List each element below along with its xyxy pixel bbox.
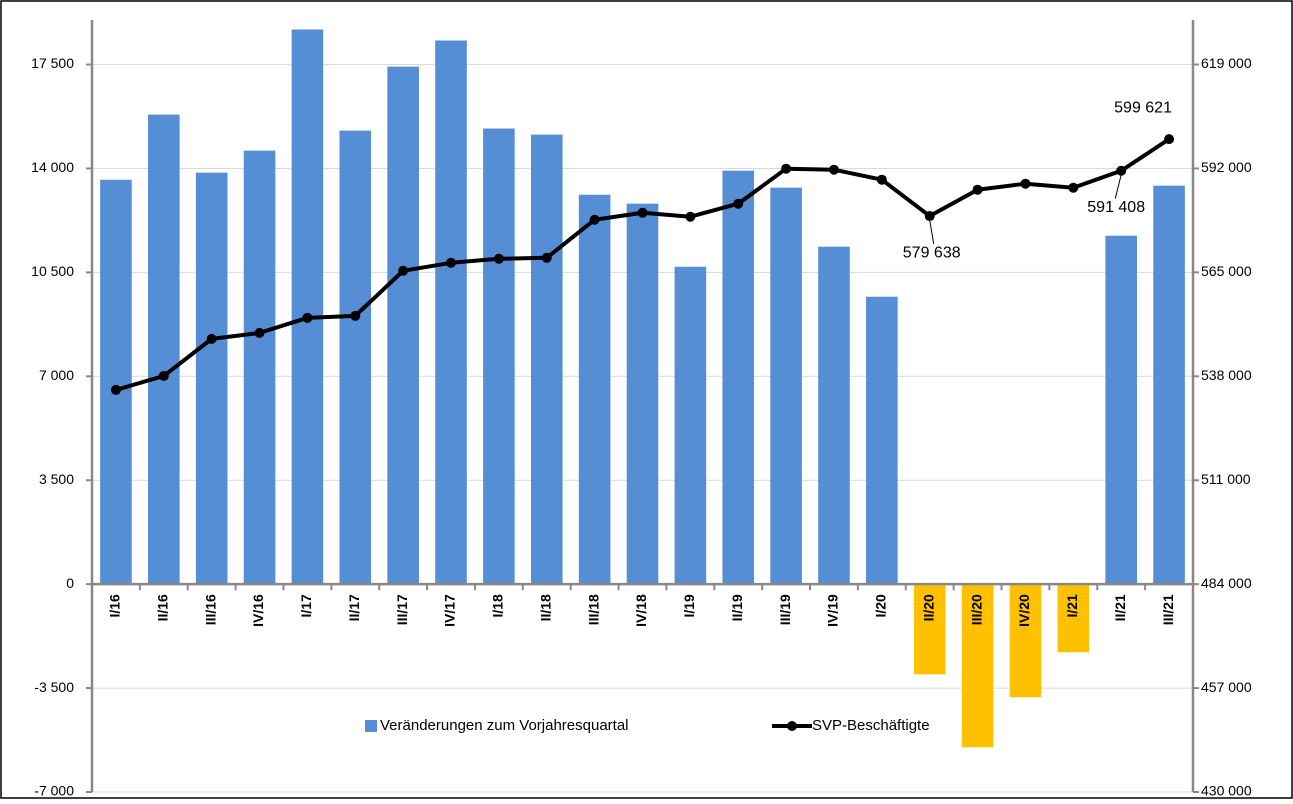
line-marker — [493, 253, 504, 264]
line-marker — [350, 310, 361, 321]
bar — [339, 130, 372, 585]
bar — [291, 29, 324, 585]
bar — [674, 266, 707, 585]
x-tick-label: I/19 — [681, 594, 697, 618]
bar — [530, 134, 563, 585]
y2-tick-label: 619 000 — [1201, 55, 1252, 71]
legend-label: SVP-Beschäftigte — [812, 717, 930, 734]
line-marker — [1020, 178, 1031, 189]
x-tick-label: II/20 — [920, 594, 936, 621]
x-tick-label: I/18 — [490, 594, 506, 618]
x-tick-label: IV/18 — [633, 594, 649, 627]
line-marker — [302, 312, 313, 323]
x-tick-label: II/21 — [1112, 594, 1128, 621]
x-tick-label: I/21 — [1064, 594, 1080, 618]
y-tick-label: -3 500 — [34, 679, 74, 695]
bar — [913, 584, 946, 675]
bar — [387, 66, 419, 585]
bar — [578, 194, 611, 585]
line-marker — [637, 207, 648, 218]
bar — [818, 246, 850, 585]
line-marker — [206, 333, 217, 344]
x-tick-label: II/17 — [346, 594, 362, 621]
line-marker — [254, 327, 265, 338]
y2-tick-label: 565 000 — [1201, 263, 1252, 279]
x-tick-label: III/20 — [968, 594, 984, 625]
legend-marker — [787, 721, 797, 731]
line-marker — [541, 252, 552, 263]
label-leader — [929, 219, 935, 245]
bar — [961, 584, 994, 748]
y-tick-label: 3 500 — [39, 471, 74, 487]
y-tick-label: 17 500 — [31, 55, 74, 71]
bar — [722, 170, 755, 585]
y2-tick-label: 484 000 — [1201, 575, 1252, 591]
x-tick-label: I/17 — [298, 594, 314, 618]
y-tick-label: -7 000 — [34, 783, 74, 799]
y-tick-label: 7 000 — [39, 367, 74, 383]
x-tick-label: III/17 — [394, 594, 410, 625]
x-tick-label: II/19 — [729, 594, 745, 621]
x-tick-label: IV/17 — [442, 594, 458, 627]
bar — [195, 172, 228, 585]
bar — [1153, 185, 1185, 585]
bar — [100, 179, 132, 585]
y2-tick-label: 511 000 — [1201, 471, 1251, 487]
bar — [770, 187, 802, 585]
x-tick-label: IV/19 — [825, 594, 841, 627]
y2-tick-label: 592 000 — [1201, 159, 1252, 175]
legend-label: Veränderungen zum Vorjahresquartal — [380, 717, 629, 734]
label-leader — [1114, 174, 1122, 199]
bar — [866, 296, 898, 585]
line-marker — [685, 211, 696, 222]
line-marker — [924, 211, 935, 222]
y-tick-label: 0 — [66, 575, 74, 591]
bar — [483, 128, 515, 585]
line-marker — [781, 163, 792, 174]
bar — [243, 150, 276, 585]
legend-swatch — [365, 720, 377, 732]
x-tick-label: II/18 — [537, 594, 553, 621]
y-tick-label: 14 000 — [31, 159, 74, 175]
line-marker — [733, 198, 744, 209]
x-tick-label: III/19 — [777, 594, 793, 625]
line-marker — [1116, 165, 1127, 176]
bar — [1105, 235, 1137, 585]
bar — [1009, 584, 1042, 698]
x-tick-label: III/21 — [1160, 594, 1176, 625]
line-marker — [1164, 134, 1175, 145]
line-marker — [828, 164, 839, 175]
x-tick-label: III/18 — [585, 594, 601, 625]
line-marker — [446, 257, 457, 268]
bar — [1057, 584, 1090, 653]
x-tick-label: III/16 — [202, 594, 218, 625]
x-tick-label: IV/20 — [1016, 594, 1032, 627]
data-label: 579 638 — [903, 244, 961, 261]
line-marker — [158, 370, 169, 381]
line-marker — [589, 214, 600, 225]
data-label: 599 621 — [1114, 99, 1172, 116]
x-tick-label: I/20 — [873, 594, 889, 618]
line-marker — [1068, 182, 1079, 193]
data-label: 591 408 — [1087, 199, 1145, 216]
bar — [435, 40, 467, 585]
x-tick-label: I/16 — [107, 594, 123, 618]
line-marker — [398, 265, 409, 276]
y2-tick-label: 538 000 — [1201, 367, 1252, 383]
x-tick-label: II/16 — [155, 594, 171, 621]
y-tick-label: 10 500 — [31, 263, 74, 279]
y2-tick-label: 430 000 — [1201, 783, 1252, 799]
x-tick-label: IV/16 — [250, 594, 266, 627]
line-marker — [876, 174, 887, 185]
line-marker — [972, 184, 983, 195]
y2-tick-label: 457 000 — [1201, 679, 1252, 695]
bar — [148, 114, 180, 585]
bar — [626, 203, 659, 585]
line-marker — [110, 384, 121, 395]
